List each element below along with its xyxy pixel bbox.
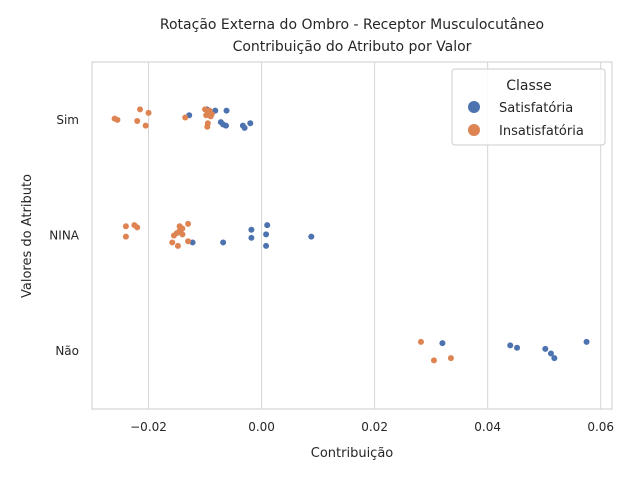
point-insatisfatoria bbox=[173, 230, 180, 237]
point-insatisfatoria bbox=[174, 242, 181, 249]
data-points bbox=[111, 106, 590, 364]
point-satisfatoria bbox=[247, 120, 254, 127]
point-insatisfatoria bbox=[142, 122, 149, 129]
point-insatisfatoria bbox=[122, 223, 129, 230]
point-satisfatoria bbox=[248, 234, 255, 241]
point-insatisfatoria bbox=[430, 357, 437, 364]
x-tick-label: 0.00 bbox=[248, 420, 275, 434]
y-tick-labels: Sim NINA Não bbox=[49, 113, 79, 358]
point-insatisfatoria bbox=[185, 220, 192, 227]
point-insatisfatoria bbox=[185, 238, 192, 245]
point-satisfatoria bbox=[551, 355, 558, 362]
point-satisfatoria bbox=[222, 122, 229, 129]
point-satisfatoria bbox=[241, 124, 248, 131]
point-insatisfatoria bbox=[122, 233, 129, 240]
legend-marker-insatisfatoria bbox=[468, 124, 480, 136]
point-insatisfatoria bbox=[203, 112, 210, 119]
point-satisfatoria bbox=[547, 350, 554, 357]
point-satisfatoria bbox=[263, 231, 270, 238]
point-insatisfatoria bbox=[114, 116, 121, 123]
chart-subtitle: Contribuição do Atributo por Valor bbox=[233, 39, 472, 55]
point-satisfatoria bbox=[263, 242, 270, 249]
x-tick-label: 0.02 bbox=[361, 420, 388, 434]
point-insatisfatoria bbox=[204, 123, 211, 130]
legend-marker-satisfatoria bbox=[468, 101, 480, 113]
point-insatisfatoria bbox=[182, 114, 189, 121]
point-insatisfatoria bbox=[208, 111, 215, 118]
point-satisfatoria bbox=[189, 239, 196, 246]
legend-label-insatisfatoria: Insatisfatória bbox=[499, 124, 584, 139]
point-satisfatoria bbox=[220, 239, 227, 246]
y-tick-label: Não bbox=[55, 344, 79, 358]
x-tick-label: −0.02 bbox=[130, 420, 167, 434]
point-satisfatoria bbox=[264, 222, 271, 229]
point-insatisfatoria bbox=[134, 117, 141, 124]
x-tick-label: 0.06 bbox=[587, 420, 614, 434]
point-insatisfatoria bbox=[447, 355, 454, 362]
point-satisfatoria bbox=[248, 226, 255, 233]
point-satisfatoria bbox=[439, 340, 446, 347]
y-tick-label: Sim bbox=[56, 113, 79, 127]
legend-title: Classe bbox=[506, 78, 551, 94]
y-axis-label: Valores do Atributo bbox=[20, 174, 35, 298]
chart-title: Rotação Externa do Ombro - Receptor Musc… bbox=[160, 17, 544, 33]
point-insatisfatoria bbox=[179, 231, 186, 238]
x-tick-labels: −0.02 0.00 0.02 0.04 0.06 bbox=[130, 420, 614, 434]
point-insatisfatoria bbox=[417, 338, 424, 345]
point-satisfatoria bbox=[514, 344, 521, 351]
x-axis-label: Contribuição bbox=[311, 446, 394, 461]
x-tick-label: 0.04 bbox=[474, 420, 501, 434]
point-insatisfatoria bbox=[169, 239, 176, 246]
point-insatisfatoria bbox=[134, 224, 141, 231]
legend-box bbox=[451, 68, 606, 146]
point-satisfatoria bbox=[507, 342, 514, 349]
y-tick-label: NINA bbox=[49, 229, 79, 243]
legend-label-satisfatoria: Satisfatória bbox=[499, 101, 573, 116]
point-insatisfatoria bbox=[137, 106, 144, 113]
point-satisfatoria bbox=[542, 345, 549, 352]
point-satisfatoria bbox=[308, 233, 315, 240]
point-satisfatoria bbox=[583, 338, 590, 345]
point-insatisfatoria bbox=[145, 109, 152, 116]
point-satisfatoria bbox=[223, 107, 230, 114]
legend: Classe Satisfatória Insatisfatória bbox=[451, 68, 606, 146]
